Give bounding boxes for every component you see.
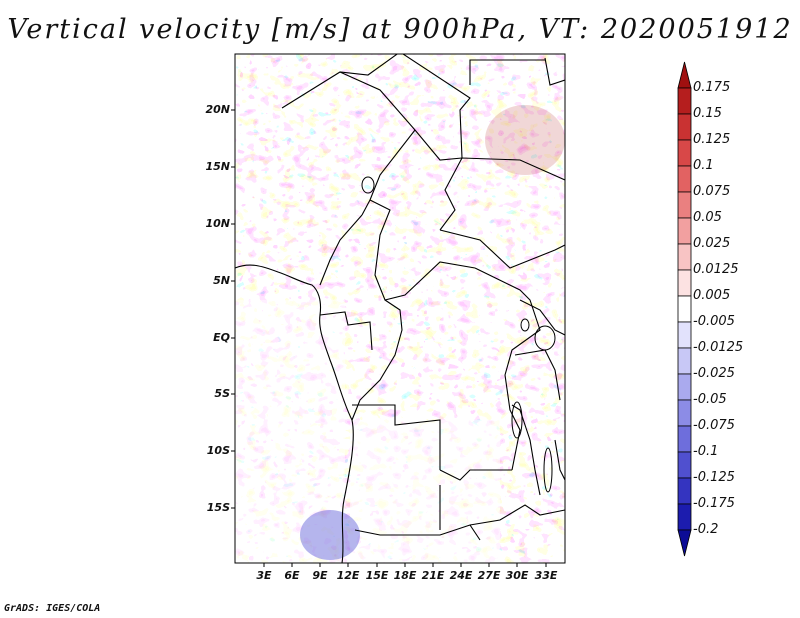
colorbar-label: 0.15 [693,106,722,121]
colorbar-bin [677,269,692,297]
colorbar-label: -0.005 [693,314,735,329]
lat-label: 15S [206,501,230,514]
colorbar-bin [677,61,692,89]
lat-label: 5N [213,274,230,287]
lon-label: 12E [336,569,360,582]
plot-frame [234,53,566,564]
colorbar-bin [677,87,692,115]
colorbar-bin [677,191,692,219]
colorbar-bin [677,451,692,479]
lon-label: 21E [421,569,445,582]
lon-label: 30E [505,569,529,582]
lat-label: 5S [214,387,230,400]
lat-label: 10N [205,217,230,230]
colorbar-label: 0.0125 [693,262,739,277]
colorbar-label: 0.075 [693,184,731,199]
lat-label: EQ [213,331,230,344]
colorbar-bin [677,425,692,453]
lon-label: 27E [477,569,501,582]
country-boundaries [235,54,565,563]
colorbar-bin [677,503,692,531]
lon-label: 18E [393,569,417,582]
colorbar-bin [677,373,692,401]
lakes [361,176,556,493]
colorbar-label: -0.05 [693,392,727,407]
lon-label: 15E [365,569,389,582]
colorbar-label: 0.005 [693,288,731,303]
colorbar-bin [677,347,692,375]
colorbar-label: 0.125 [693,132,731,147]
colorbar-bin [677,165,692,193]
grads-credit: GrADS: IGES/COLA [4,603,101,614]
velocity-field [235,54,565,563]
lon-label: 33E [534,569,558,582]
lat-label: 10S [206,444,230,457]
lat-label: 15N [205,160,230,173]
colorbar-bin [677,113,692,141]
colorbar-label: 0.05 [693,210,722,225]
colorbar-label: -0.1 [693,444,719,459]
colorbar-label: 0.1 [693,158,714,173]
colorbar-bin [677,529,692,557]
colorbar-label: -0.125 [693,470,735,485]
axis-ticks [231,109,547,567]
colorbar-bin [677,295,692,323]
lat-label: 20N [205,103,230,116]
colorbar-label: 0.175 [693,80,731,95]
colorbar [677,61,692,557]
colorbar-label: 0.025 [693,236,731,251]
colorbar-label: -0.0125 [693,340,744,355]
colorbar-bin [677,217,692,245]
colorbar-bin [677,139,692,167]
colorbar-label: -0.175 [693,496,735,511]
colorbar-bin [677,477,692,505]
lon-label: 3E [256,569,272,582]
colorbar-label: -0.075 [693,418,735,433]
colorbar-bin [677,399,692,427]
colorbar-label: -0.2 [693,522,719,537]
chart-title: Vertical velocity [m/s] at 900hPa, VT: 2… [7,14,793,45]
lon-label: 9E [312,569,328,582]
colorbar-bin [677,243,692,271]
colorbar-label: -0.025 [693,366,735,381]
lon-label: 6E [284,569,300,582]
colorbar-bin [677,321,692,349]
lon-label: 24E [449,569,473,582]
